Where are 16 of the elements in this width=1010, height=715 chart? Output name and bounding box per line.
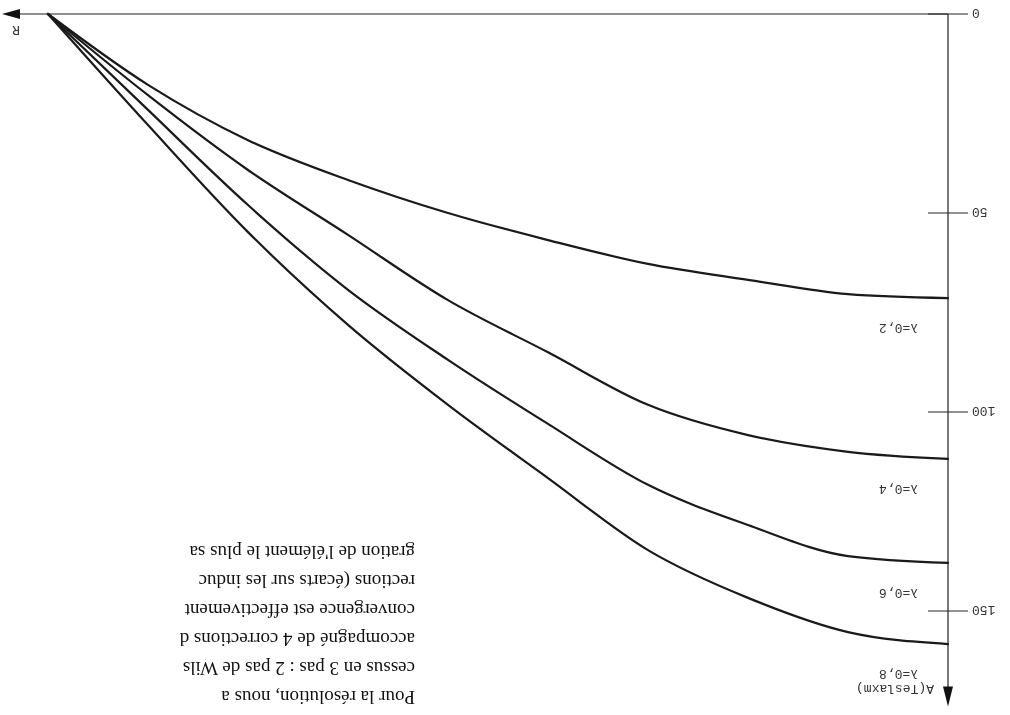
text: Pour la résolution, nous a [221,687,415,708]
y-tick-label: 100 [972,403,996,419]
series-label: λ=0,6 [878,584,918,600]
text: rections (écarts sur les induc [198,571,415,592]
y-axis-title: A(Teslaxm) [855,680,934,696]
x-axis-title: R [11,22,20,37]
text: convergence est effectivement [184,600,415,621]
series-label: λ=0,2 [878,320,918,336]
text: cessus en 3 pas : 2 pas de Wils [182,658,415,679]
text: accompagné de 4 corrections d [179,629,415,650]
y-tick-label: 0 [972,5,980,21]
y-tick-label: 150 [972,602,996,618]
series-label: λ=0,4 [878,480,918,496]
y-tick-label: 50 [972,204,988,220]
text: gration de l'élément le plus sa [189,542,415,563]
series-label: λ=0,8 [878,666,918,682]
